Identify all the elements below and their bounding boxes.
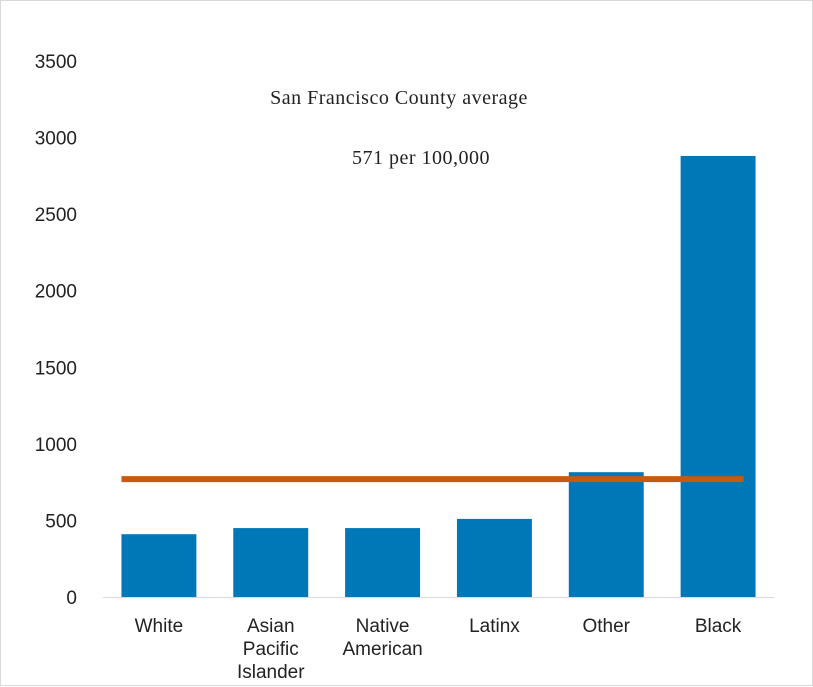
x-category-label: Native American (342, 616, 422, 660)
bar (121, 534, 197, 597)
x-category-label-line: Asian (247, 616, 295, 637)
x-category-label: White (135, 616, 184, 637)
y-tick-label: 1500 (35, 358, 77, 379)
x-category-label: Latinx (469, 616, 520, 637)
x-category-label-line: Islander (237, 662, 305, 683)
y-tick-label: 2500 (35, 205, 77, 226)
x-category-label: Asian Pacific Islander (237, 616, 305, 683)
y-tick-label: 500 (45, 511, 77, 532)
bar (568, 472, 644, 597)
y-tick-label: 2000 (35, 282, 77, 303)
y-tick-label: 1000 (35, 435, 77, 456)
x-category-label-line: Latinx (469, 616, 520, 637)
x-category-label-line: Other (582, 616, 630, 637)
bar (233, 528, 309, 597)
x-category-label-line: Black (695, 616, 742, 637)
bar (456, 518, 532, 597)
x-category-label: Black (695, 616, 742, 637)
x-axis: White Asian Pacific Islander Native American L… (135, 616, 742, 683)
x-category-label-line: White (135, 616, 184, 637)
bar (680, 155, 756, 597)
y-tick-label: 3500 (35, 52, 77, 73)
y-tick-label: 3000 (35, 129, 77, 150)
bars (121, 155, 756, 597)
annotation-average-value: 571 per 100,000 (352, 147, 490, 169)
y-tick-label: 0 (66, 588, 77, 609)
x-category-label-line: American (342, 639, 422, 660)
x-category-label: Other (582, 616, 630, 637)
annotation-average-label: San Francisco County average (270, 87, 528, 109)
x-category-label-line: Pacific (243, 639, 299, 660)
bar (345, 528, 421, 597)
x-category-label-line: Native (356, 616, 410, 637)
y-axis: 0 500 1000 1500 2000 2500 3000 3500 (35, 52, 77, 609)
